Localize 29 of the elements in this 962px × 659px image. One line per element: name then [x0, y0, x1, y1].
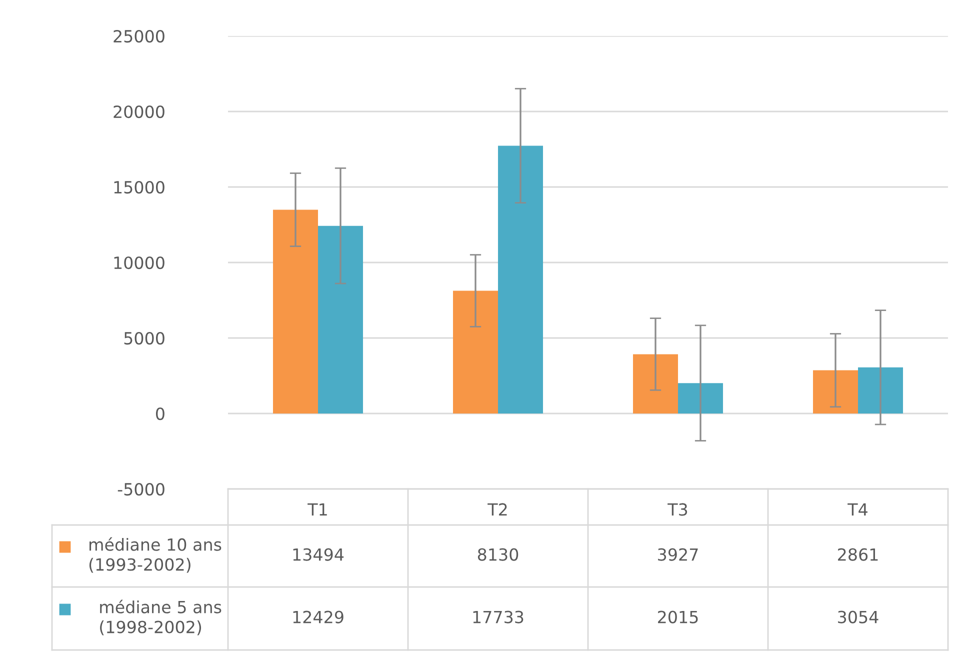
bar	[453, 290, 498, 414]
data-label: 17733	[473, 610, 524, 624]
bar	[273, 210, 318, 414]
bar	[318, 226, 363, 414]
y-tick-label: 15000	[114, 180, 164, 194]
x-tick-label: T4	[848, 503, 868, 516]
data-label: 3927	[658, 548, 698, 561]
legend-label: médiane 5 ans (1998-2002)	[100, 600, 222, 636]
bar	[498, 146, 543, 414]
data-label: 8130	[478, 548, 518, 561]
data-label: 13494	[293, 548, 344, 561]
y-tick-label: 5000	[124, 332, 164, 345]
x-tick-label: T3	[668, 503, 688, 516]
y-tick-label: 10000	[114, 256, 164, 270]
bar	[858, 367, 903, 414]
bar	[678, 383, 723, 414]
bar	[813, 370, 858, 414]
data-label: 12429	[293, 610, 344, 624]
x-tick-label: T2	[488, 503, 507, 516]
y-tick-label: -5000	[118, 482, 164, 496]
data-label: 2861	[838, 548, 878, 561]
x-tick-label: T1	[308, 503, 327, 516]
y-tick-label: 0	[156, 407, 164, 420]
data-label: 3054	[838, 610, 878, 624]
bar	[633, 354, 678, 414]
data-label: 2015	[658, 610, 698, 624]
y-tick-label: 25000	[114, 30, 164, 43]
legend-label: médiane 10 ans (1993-2002)	[89, 537, 222, 573]
y-tick-label: 20000	[114, 105, 164, 118]
